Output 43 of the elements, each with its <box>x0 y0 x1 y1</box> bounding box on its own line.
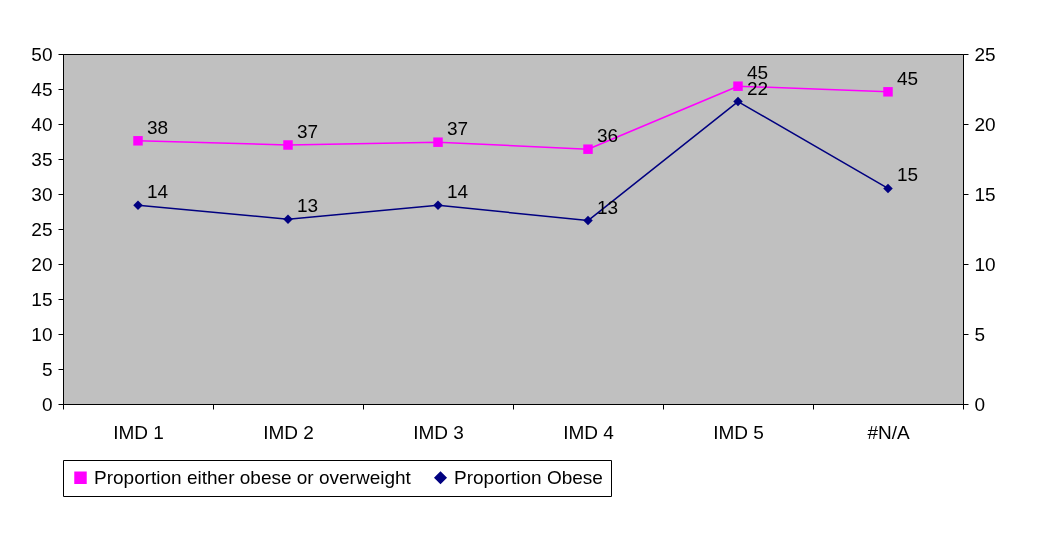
x-tick-label: IMD 4 <box>563 421 615 443</box>
legend-label: Proportion either obese or overweight <box>94 466 412 488</box>
y2-tick-label: 20 <box>974 113 996 135</box>
point <box>283 140 293 150</box>
y-tick-label: 45 <box>31 78 53 100</box>
data-label: 37 <box>447 118 469 140</box>
point <box>583 144 593 154</box>
y-tick-label: 35 <box>31 148 53 170</box>
y2-tick-label: 15 <box>974 183 996 205</box>
y2-tick-label: 10 <box>974 253 996 275</box>
point <box>883 87 893 97</box>
data-label: 45 <box>897 67 919 89</box>
y-tick-label: 50 <box>31 43 53 65</box>
y-tick-label: 15 <box>31 288 53 310</box>
y-tick-label: 0 <box>41 393 53 415</box>
x-tick-label: #N/A <box>867 421 910 443</box>
y-tick-label: 20 <box>31 253 53 275</box>
data-label: 36 <box>597 125 619 147</box>
y2-tick-label: 5 <box>974 323 986 345</box>
x-tick-label: IMD 1 <box>113 421 164 443</box>
legend-label: Proportion Obese <box>454 466 603 488</box>
point <box>883 183 893 194</box>
data-label: 14 <box>447 181 469 203</box>
y2-tick-label: 25 <box>974 43 996 65</box>
x-tick-label: IMD 2 <box>263 421 314 443</box>
data-label: 14 <box>147 181 169 203</box>
data-label: 13 <box>297 195 319 217</box>
data-label: 15 <box>897 164 919 186</box>
y-tick-label: 30 <box>31 183 53 205</box>
data-label: 38 <box>147 116 169 138</box>
point <box>133 136 143 146</box>
y2-tick-label: 0 <box>974 393 986 415</box>
x-tick-label: IMD 3 <box>413 421 464 443</box>
point <box>433 137 443 147</box>
point <box>733 81 743 91</box>
y-tick-label: 40 <box>31 113 53 135</box>
point <box>733 96 743 107</box>
x-tick-label: IMD 5 <box>713 421 764 443</box>
y-tick-label: 5 <box>41 358 53 380</box>
data-label: 37 <box>297 121 319 142</box>
y-tick-label: 10 <box>31 323 53 345</box>
y-tick-label: 25 <box>31 218 53 240</box>
point <box>583 215 593 226</box>
